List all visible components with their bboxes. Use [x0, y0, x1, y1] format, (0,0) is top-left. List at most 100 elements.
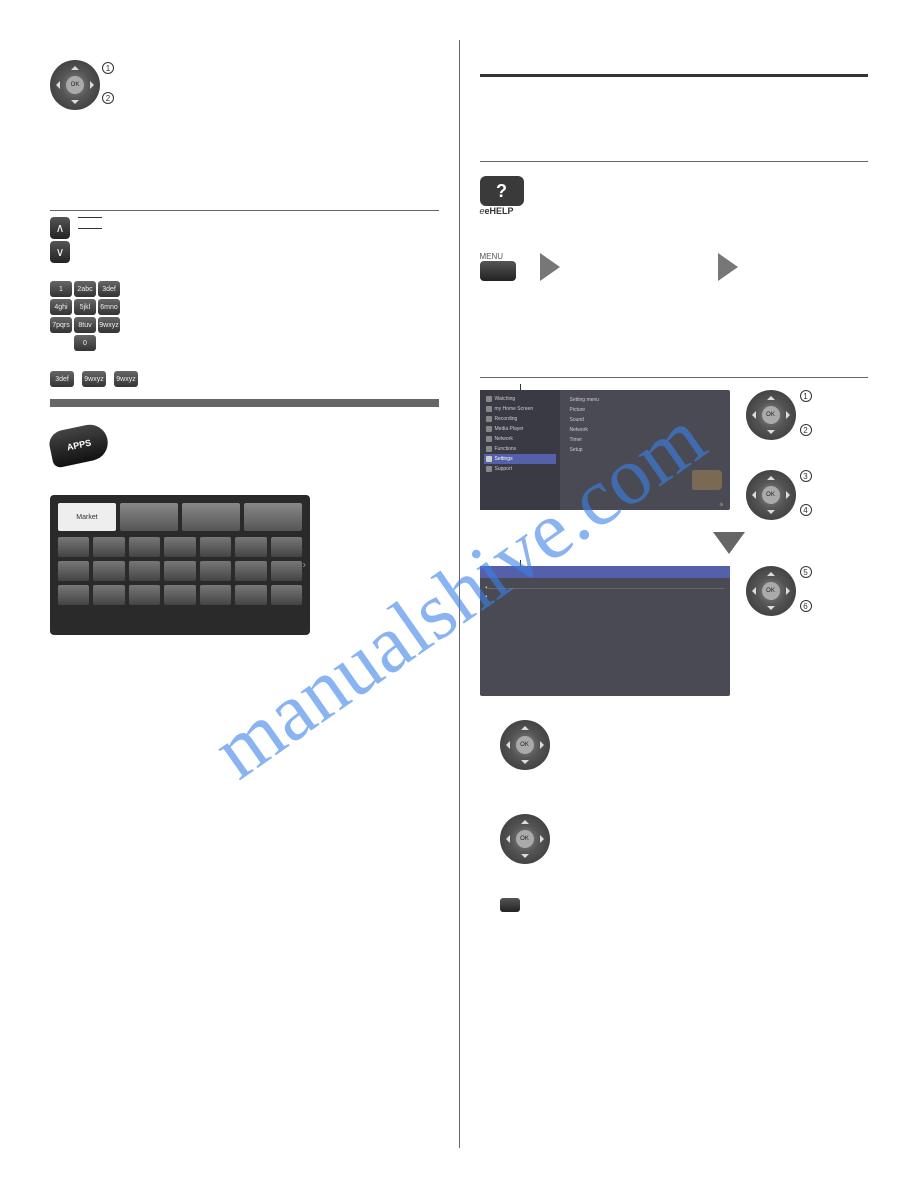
page-container: 1 2 ∧ ∨ 1 2abc 3def 4g	[50, 40, 868, 1148]
apps-screenshot: Market	[50, 495, 310, 635]
callout-4: 4	[800, 504, 812, 516]
dpad-nav-icon	[746, 566, 796, 616]
featured-tile	[244, 503, 302, 531]
menu-item: Functions	[484, 444, 556, 454]
section-heading-bar	[50, 399, 439, 407]
menu-item: Support	[484, 464, 556, 474]
app-tile	[271, 561, 302, 581]
menu-main-item: Setup	[566, 446, 724, 456]
app-tile	[235, 585, 266, 605]
example-key-9a: 9wxyz	[82, 371, 106, 387]
callout-3: 3	[800, 470, 812, 482]
apps-button[interactable]: APPS	[47, 421, 111, 468]
scroll-right-icon: ›	[303, 560, 306, 571]
tv-menu-screenshot-1: Watching my Home Screen Recording Media …	[480, 390, 730, 510]
featured-tile	[120, 503, 178, 531]
key-3[interactable]: 3def	[98, 281, 120, 297]
arrow-down-icon	[713, 532, 745, 554]
menu-main-item: Sound	[566, 416, 724, 426]
app-tile	[93, 537, 124, 557]
arrow-right-icon	[718, 253, 738, 281]
callout-1: 1	[800, 390, 812, 402]
menu-item: Watching	[484, 394, 556, 404]
app-tile	[129, 561, 160, 581]
featured-tile	[182, 503, 240, 531]
key-2[interactable]: 2abc	[74, 281, 96, 297]
menu-main-title: Setting menu	[566, 396, 724, 406]
dpad-nav-icon	[746, 390, 796, 440]
channel-up-button[interactable]: ∧	[50, 217, 70, 239]
market-tile: Market	[58, 503, 116, 531]
tv-description-screenshot	[480, 566, 730, 696]
channel-down-button[interactable]: ∨	[50, 241, 70, 263]
key-4[interactable]: 4ghi	[50, 299, 72, 315]
divider	[50, 210, 439, 211]
callout-5: 5	[800, 566, 812, 578]
menu-main-item: Timer	[566, 436, 724, 446]
callout-2: 2	[800, 424, 812, 436]
key-9[interactable]: 9wxyz	[98, 317, 120, 333]
menu-button[interactable]	[480, 261, 516, 281]
callout-1: 1	[102, 62, 114, 74]
key-7[interactable]: 7pqrs	[50, 317, 72, 333]
menu-sidebar: Watching my Home Screen Recording Media …	[480, 390, 560, 510]
ehelp-label: eeHELP	[480, 206, 869, 216]
key-1[interactable]: 1	[50, 281, 72, 297]
app-tile	[58, 561, 89, 581]
app-tile	[129, 537, 160, 557]
menu-label: MENU	[480, 252, 516, 261]
app-tile	[93, 561, 124, 581]
book-icon	[692, 470, 722, 490]
app-tile	[129, 585, 160, 605]
dpad-nav-icon	[50, 60, 100, 110]
key-8[interactable]: 8tuv	[74, 317, 96, 333]
app-tile	[271, 537, 302, 557]
menu-item: Recording	[484, 414, 556, 424]
lead-line	[78, 217, 102, 218]
callout-2: 2	[102, 92, 114, 104]
lead-line	[78, 228, 102, 229]
menu-main-item: Picture	[566, 406, 724, 416]
menu-button-block: MENU	[480, 252, 516, 281]
desc-header	[480, 566, 730, 578]
menu-item-selected: Settings	[484, 454, 556, 464]
app-tile	[58, 537, 89, 557]
app-tile	[164, 585, 195, 605]
app-tile	[200, 585, 231, 605]
key-5[interactable]: 5jkl	[74, 299, 96, 315]
key-6[interactable]: 6mno	[98, 299, 120, 315]
help-button[interactable]: ?	[480, 176, 524, 206]
remote-key-icon	[500, 898, 520, 912]
app-tile	[235, 561, 266, 581]
menu-main-item: Network	[566, 426, 724, 436]
app-tile	[271, 585, 302, 605]
number-keypad: 1 2abc 3def 4ghi 5jkl 6mno 7pqrs 8tuv 9w…	[50, 281, 439, 351]
app-tile	[235, 537, 266, 557]
app-tile	[164, 537, 195, 557]
desc-body	[480, 578, 730, 599]
menu-item: my Home Screen	[484, 404, 556, 414]
right-column: ? eeHELP MENU Watching my Home Screen	[480, 40, 869, 1148]
title-underline	[480, 74, 869, 77]
key-0[interactable]: 0	[74, 335, 96, 351]
menu-item: Media Player	[484, 424, 556, 434]
menu-main-panel: Setting menu Picture Sound Network Timer…	[560, 390, 730, 510]
apps-grid	[58, 537, 302, 605]
lead-line-1: 1	[102, 62, 114, 74]
left-column: 1 2 ∧ ∨ 1 2abc 3def 4g	[50, 40, 439, 1148]
example-key-3: 3def	[50, 371, 74, 387]
dpad-nav-icon	[500, 720, 550, 770]
app-tile	[164, 561, 195, 581]
column-divider	[459, 40, 460, 1148]
arrow-right-icon	[540, 253, 560, 281]
example-key-9b: 9wxyz	[114, 371, 138, 387]
dpad-nav-icon	[500, 814, 550, 864]
app-tile	[58, 585, 89, 605]
lead-line-2: 2	[102, 92, 114, 104]
callout-6: 6	[800, 600, 812, 612]
app-tile	[200, 561, 231, 581]
divider	[480, 377, 869, 378]
menu-item: Network	[484, 434, 556, 444]
dpad-nav-icon	[746, 470, 796, 520]
divider	[480, 161, 869, 162]
